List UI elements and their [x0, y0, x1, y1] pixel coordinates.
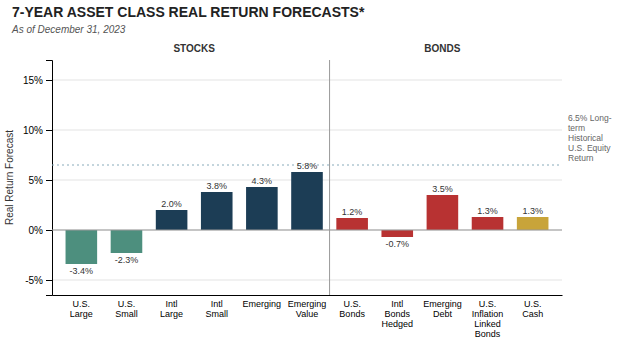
x-tick: EmergingValue	[288, 295, 327, 319]
y-tick-mark	[46, 80, 52, 81]
plot-area: -5% 0% 5% 10% 15% U.S.Large U.S.Small IntlLarge…	[23, 43, 612, 339]
data-labels: -3.4% -2.3% 2.0% 3.8% 4.3% 5.8% 1.2% -0.7% 3.5% 1…	[70, 161, 543, 276]
data-label: 1.2%	[342, 207, 363, 217]
bar	[201, 192, 233, 230]
title: 7-YEAR ASSET CLASS REAL RETURN FORECASTS…	[12, 4, 365, 20]
data-label: -0.7%	[386, 239, 410, 249]
y-tick: 10%	[23, 125, 52, 136]
x-tick-label: IntlLarge	[160, 299, 183, 319]
grid-line	[52, 280, 562, 281]
y-tick-mark	[46, 230, 52, 231]
data-label: -3.4%	[70, 266, 94, 276]
x-tick-label: U.S.InflationLinkedBonds	[472, 299, 504, 339]
section-label: STOCKS	[173, 43, 215, 54]
x-tick: U.S.Large	[70, 295, 93, 319]
bar	[472, 217, 504, 230]
x-tick: Emerging	[243, 295, 282, 309]
y-tick: 5%	[29, 175, 52, 186]
reference-label: 6.5% Long-termHistoricalU.S. EquityRetur…	[568, 113, 612, 163]
grid	[52, 80, 562, 280]
data-label: -2.3%	[115, 255, 139, 265]
grid-line	[52, 230, 562, 231]
y-tick: -5%	[25, 275, 52, 286]
x-tick: IntlLarge	[160, 295, 183, 319]
y-tick-label: -5%	[25, 275, 43, 286]
x-tick-label: IntlBondsHedged	[381, 299, 413, 329]
x-tick: U.S.Cash	[522, 295, 543, 319]
chart: 7-YEAR ASSET CLASS REAL RETURN FORECASTS…	[0, 0, 640, 347]
grid-line	[52, 130, 562, 131]
data-label: 4.3%	[252, 176, 273, 186]
x-tick-label: Emerging	[243, 299, 282, 309]
y-axis-line	[46, 61, 53, 296]
y-tick: 15%	[23, 75, 52, 86]
x-tick-label: U.S.Bonds	[339, 299, 365, 319]
data-label: 3.5%	[432, 184, 453, 194]
data-label: 1.3%	[477, 206, 498, 216]
bar	[517, 217, 549, 230]
x-tick-label: U.S.Small	[115, 299, 138, 319]
subtitle: As of December 31, 2023	[11, 24, 126, 35]
y-tick-mark	[46, 180, 52, 181]
section-label: BONDS	[424, 43, 460, 54]
x-tick-label: U.S.Large	[70, 299, 93, 319]
y-tick-label: 15%	[23, 75, 43, 86]
x-tick: U.S.InflationLinkedBonds	[472, 295, 504, 339]
bar	[66, 230, 98, 264]
y-tick-label: 10%	[23, 125, 43, 136]
y-tick-label: 5%	[29, 175, 44, 186]
data-label: 5.8%	[297, 161, 318, 171]
x-tick: U.S.Small	[115, 295, 138, 319]
grid-line	[52, 80, 562, 81]
bar	[336, 218, 368, 230]
bar	[246, 187, 278, 230]
x-axis-line	[53, 295, 563, 296]
y-tick-label: 0%	[29, 225, 44, 236]
y-axis-title: Real Return Forecast	[4, 130, 15, 225]
x-tick-label: IntlSmall	[205, 299, 228, 319]
bar	[427, 195, 459, 230]
data-label: 1.3%	[522, 206, 543, 216]
x-tick: IntlSmall	[205, 295, 228, 319]
bar	[156, 210, 188, 230]
x-tick-label: U.S.Cash	[522, 299, 543, 319]
x-tick-label: EmergingDebt	[423, 299, 462, 319]
bar	[381, 230, 413, 237]
bar	[111, 230, 143, 253]
x-tick: U.S.Bonds	[339, 295, 365, 319]
marks	[52, 165, 562, 264]
data-label: 2.0%	[161, 199, 182, 209]
y-axis: -5% 0% 5% 10% 15%	[23, 61, 53, 296]
x-tick: EmergingDebt	[423, 295, 462, 319]
x-axis: U.S.Large U.S.Small IntlLarge IntlSmall Emer…	[53, 295, 563, 339]
bar	[291, 172, 323, 230]
x-tick: IntlBondsHedged	[381, 295, 413, 329]
y-tick-mark	[46, 130, 52, 131]
y-tick: 0%	[29, 225, 52, 236]
section-divider	[329, 60, 330, 295]
x-tick-label: EmergingValue	[288, 299, 327, 319]
y-tick-mark	[46, 280, 52, 281]
data-label: 3.8%	[206, 181, 227, 191]
zero-line	[52, 230, 562, 231]
